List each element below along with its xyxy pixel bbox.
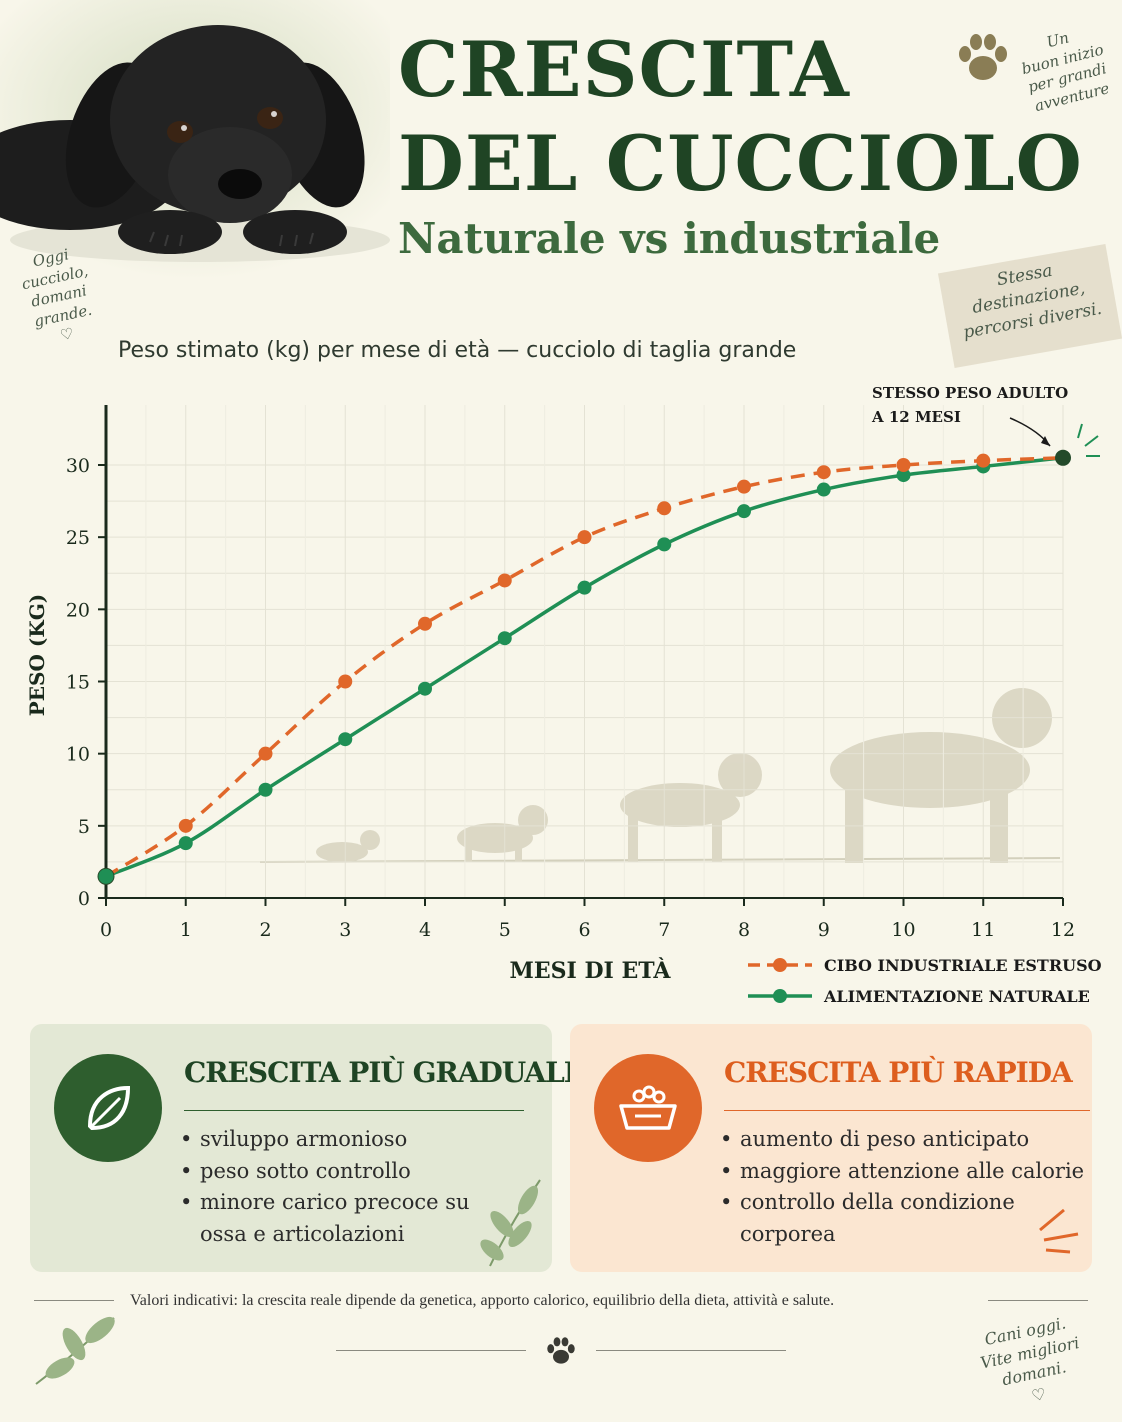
data-point	[418, 616, 432, 631]
data-point	[418, 681, 432, 696]
legend-marker	[773, 989, 787, 1003]
panel-industrial-rule	[724, 1110, 1090, 1111]
data-point	[577, 530, 592, 545]
list-item: minore carico precoce su ossa e articola…	[180, 1187, 520, 1250]
note-bottom-right: Cani oggi. Vite migliori domani. ♡	[978, 1313, 1081, 1406]
note-middle-right: Stessa destinazione, percorsi diversi.	[937, 243, 1122, 369]
x-tick-label: 8	[738, 919, 750, 941]
data-point	[338, 674, 353, 689]
accent-strokes-decoration	[1034, 1204, 1084, 1258]
leaf-icon	[54, 1054, 162, 1162]
chart-caption: Peso stimato (kg) per mese di età — cucc…	[118, 338, 797, 363]
panel-natural-title: CRESCITA PIÙ GRADUALE	[184, 1056, 585, 1089]
x-tick-label: 10	[891, 919, 915, 941]
x-tick-label: 2	[259, 919, 271, 941]
data-point	[497, 631, 512, 646]
data-point	[97, 867, 115, 885]
data-point	[657, 537, 672, 552]
sparkle-decoration	[1077, 423, 1100, 457]
legend-label: ALIMENTAZIONE NATURALE	[823, 987, 1090, 1006]
x-tick-label: 12	[1051, 919, 1075, 941]
page-title-line-1: CRESCITA	[398, 25, 850, 114]
data-point	[258, 782, 273, 797]
x-axis-label: MESI DI ETÀ	[510, 957, 672, 984]
data-point	[178, 836, 193, 851]
legend-label: CIBO INDUSTRIALE ESTRUSO	[824, 956, 1102, 975]
x-tick-label: 3	[339, 919, 351, 941]
x-tick-label: 11	[971, 919, 995, 941]
x-tick-label: 0	[100, 919, 112, 941]
y-tick-label: 0	[78, 888, 90, 910]
panel-industrial: CRESCITA PIÙ RAPIDA aumento di peso anti…	[570, 1024, 1092, 1272]
leaf-sprig-decoration	[470, 1174, 550, 1273]
legend-marker	[773, 958, 787, 972]
data-point	[737, 479, 751, 494]
paw-icon	[545, 1336, 577, 1370]
leaf-branch-decoration	[30, 1308, 120, 1392]
paw-icon	[955, 32, 1011, 88]
food-bowl-icon	[594, 1054, 702, 1162]
data-point	[178, 818, 193, 833]
y-tick-label: 10	[66, 744, 90, 766]
data-point	[737, 504, 751, 519]
x-tick-label: 7	[658, 919, 670, 941]
data-point	[258, 746, 273, 761]
annotation-line-1: STESSO PESO ADULTO	[872, 384, 1068, 402]
data-point	[657, 501, 672, 516]
y-tick-label: 25	[66, 527, 90, 549]
data-point	[976, 453, 991, 468]
footer-rule-right	[988, 1300, 1088, 1301]
annotation-line-2: A 12 MESI	[871, 408, 961, 426]
data-point	[816, 482, 831, 497]
y-tick-label: 15	[66, 672, 90, 694]
y-axis-label: PESO (KG)	[25, 594, 49, 717]
y-tick-label: 20	[66, 599, 90, 621]
list-item: controllo della condizione corporea	[720, 1187, 1090, 1250]
list-item: maggiore attenzione alle calorie	[720, 1156, 1090, 1188]
y-tick-label: 5	[78, 816, 90, 838]
page-title-line-2: DEL CUCCIOLO	[398, 119, 1083, 208]
data-point	[577, 580, 592, 595]
panel-natural-list: sviluppo armonioso peso sotto controllo …	[160, 1124, 520, 1250]
data-point	[1055, 449, 1071, 466]
series-line	[105, 456, 1064, 878]
panel-natural: CRESCITA PIÙ GRADUALE sviluppo armonioso…	[30, 1024, 585, 1273]
data-point	[816, 465, 831, 480]
panel-industrial-title: CRESCITA PIÙ RAPIDA	[724, 1056, 1073, 1089]
data-point	[338, 732, 353, 747]
x-tick-label: 1	[180, 919, 192, 941]
footnote: Valori indicativi: la crescita reale dip…	[130, 1292, 835, 1309]
panel-industrial-list: aumento di peso anticipato maggiore atte…	[700, 1124, 1090, 1250]
footer-rule-center-right	[596, 1350, 786, 1351]
x-tick-label: 5	[499, 919, 511, 941]
data-point	[896, 458, 911, 472]
note-top-right: Un buon inizio per grandi avventure	[1019, 28, 1112, 115]
page-subtitle: Naturale vs industriale	[398, 214, 941, 263]
data-point	[497, 573, 512, 588]
dog-silhouettes-decoration	[259, 688, 1061, 863]
puppy-illustration	[0, 0, 390, 280]
panel-natural-rule	[184, 1110, 524, 1111]
x-tick-label: 9	[818, 919, 830, 941]
y-tick-label: 30	[66, 455, 90, 477]
footer-rule-left	[34, 1300, 114, 1301]
x-tick-label: 4	[419, 919, 431, 941]
list-item: sviluppo armonioso	[180, 1124, 520, 1156]
list-item: peso sotto controllo	[180, 1156, 520, 1188]
footer-rule-center-left	[336, 1350, 526, 1351]
list-item: aumento di peso anticipato	[720, 1124, 1090, 1156]
data-point	[896, 468, 911, 483]
x-tick-label: 6	[578, 919, 590, 941]
